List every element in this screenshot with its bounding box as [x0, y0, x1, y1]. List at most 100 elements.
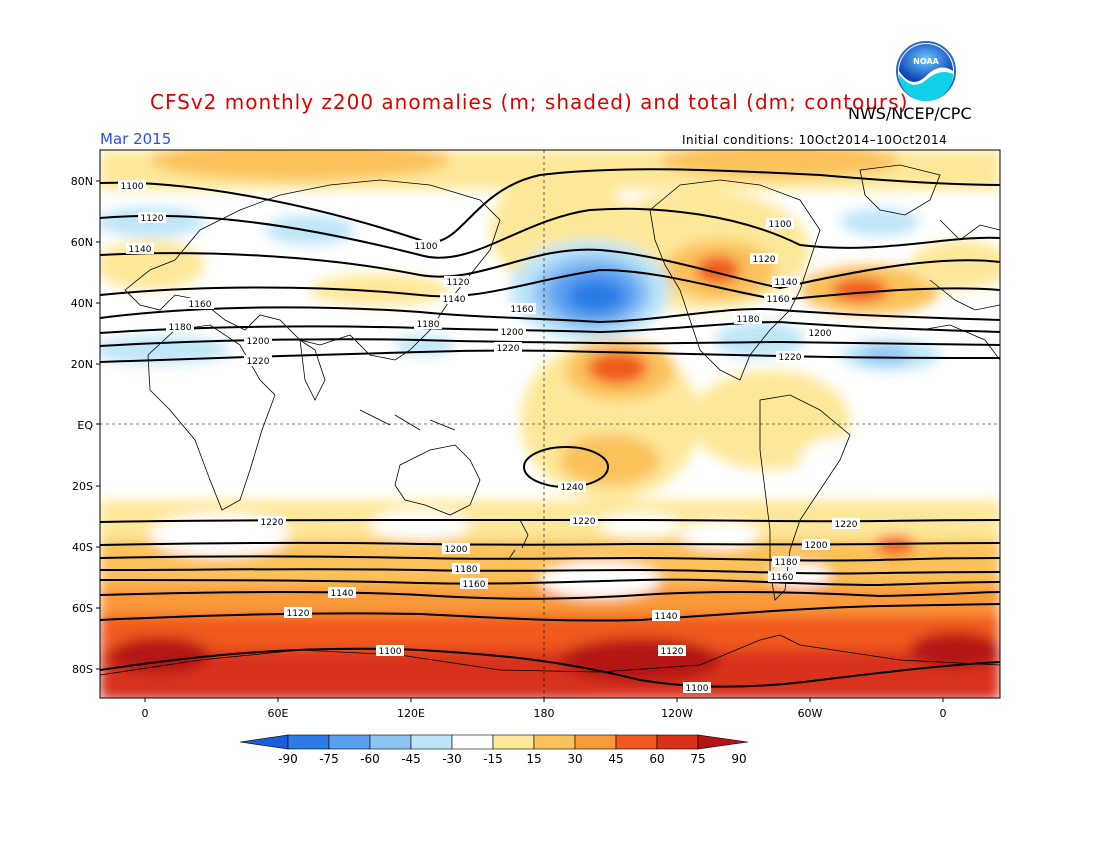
- svg-text:1180: 1180: [417, 320, 440, 330]
- contour-label: 1120: [658, 645, 686, 657]
- colorbar-tick-label: -30: [442, 752, 462, 766]
- svg-text:1200: 1200: [809, 329, 832, 339]
- contour-label: 1220: [244, 355, 272, 367]
- contour-label: 1200: [498, 326, 526, 338]
- colorbar-swatch: [410, 734, 453, 750]
- svg-text:1100: 1100: [769, 220, 792, 230]
- contour-label: 1140: [772, 276, 800, 288]
- svg-text:1200: 1200: [805, 541, 828, 551]
- lat-label: 80S: [72, 663, 93, 676]
- svg-text:1160: 1160: [463, 580, 486, 590]
- forecast-month: Mar 2015: [100, 130, 172, 148]
- contour-label: 1160: [508, 303, 536, 315]
- contour-label: 1160: [768, 571, 796, 583]
- longitude-labels: 0 60E 120E 180 120W 60W 0: [142, 707, 947, 720]
- contour-label: 1100: [683, 682, 711, 694]
- colorbar-tick-label: 75: [690, 752, 705, 766]
- contour-label: 1140: [440, 293, 468, 305]
- lat-label: 20S: [72, 480, 93, 493]
- svg-text:1200: 1200: [501, 328, 524, 338]
- svg-text:1100: 1100: [686, 684, 709, 694]
- contour-label: 1200: [802, 539, 830, 551]
- lat-label: 40N: [71, 297, 93, 310]
- coastlines: [100, 164, 1000, 676]
- contour-label: 1180: [452, 563, 480, 575]
- contour-label: 1100: [118, 180, 146, 192]
- contour-label: 1200: [442, 543, 470, 555]
- svg-text:1140: 1140: [331, 589, 354, 599]
- svg-text:1240: 1240: [561, 483, 584, 493]
- map-gridlines: [100, 150, 1000, 698]
- svg-text:1160: 1160: [189, 300, 212, 310]
- contour-label: 1120: [284, 607, 312, 619]
- colorbar-swatch: [369, 734, 412, 750]
- lat-label: 80N: [71, 175, 93, 188]
- contour-label: 1240: [558, 481, 586, 493]
- colorbar-swatch: [328, 734, 371, 750]
- svg-text:1220: 1220: [779, 353, 802, 363]
- contour-label: 1220: [494, 342, 522, 354]
- contour-label: 1140: [328, 587, 356, 599]
- svg-text:1220: 1220: [261, 518, 284, 528]
- svg-text:1160: 1160: [767, 295, 790, 305]
- svg-text:1140: 1140: [443, 295, 466, 305]
- contour-label: 1180: [414, 318, 442, 330]
- contour-label: 1200: [806, 327, 834, 339]
- contour-label: 1120: [138, 212, 166, 224]
- contour-label: 1220: [776, 351, 804, 363]
- lat-label: 40S: [72, 541, 93, 554]
- colorbar-swatch: [574, 734, 617, 750]
- contour-label: 1220: [570, 515, 598, 527]
- colorbar-tick-label: 15: [526, 752, 541, 766]
- contour-label: 1120: [750, 253, 778, 265]
- svg-text:1220: 1220: [497, 344, 520, 354]
- latitude-labels: 80N 60N 40N 20N EQ 20S 40S 60S 80S: [71, 175, 94, 676]
- logo-text: NOAA: [913, 57, 939, 66]
- contour-label: 1180: [166, 321, 194, 333]
- colorbar: -90 -75 -60 -45 -30 -15 15 30 45 60 75 90: [239, 734, 749, 766]
- lat-label: 60N: [71, 236, 93, 249]
- svg-text:1120: 1120: [661, 647, 684, 657]
- contour-label: 1140: [126, 243, 154, 255]
- contour-labels: 1100 1120 1140 1160 1180 1200 1220 1100 …: [118, 180, 858, 694]
- svg-text:1220: 1220: [247, 357, 270, 367]
- colorbar-swatch: [533, 734, 576, 750]
- lon-label: 60W: [798, 707, 823, 720]
- contour-label: 1100: [412, 240, 440, 252]
- agency-label: NWS/NCEP/CPC: [848, 104, 972, 123]
- map-title: CFSv2 monthly z200 anomalies (m; shaded)…: [150, 90, 909, 114]
- lat-label: 20N: [71, 358, 93, 371]
- svg-text:1100: 1100: [379, 647, 402, 657]
- svg-text:1160: 1160: [511, 305, 534, 315]
- lon-label: 120W: [661, 707, 693, 720]
- svg-text:1120: 1120: [753, 255, 776, 265]
- svg-text:1140: 1140: [655, 612, 678, 622]
- svg-text:1220: 1220: [573, 517, 596, 527]
- colorbar-swatch: [615, 734, 658, 750]
- colorbar-right-arrow: [697, 734, 749, 750]
- svg-text:1180: 1180: [737, 315, 760, 325]
- svg-text:1140: 1140: [775, 278, 798, 288]
- lon-label: 120E: [397, 707, 425, 720]
- longitude-ticks: [144, 698, 944, 702]
- svg-text:1220: 1220: [835, 520, 858, 530]
- colorbar-tick-label: -75: [319, 752, 339, 766]
- svg-text:1120: 1120: [141, 214, 164, 224]
- colorbar-tick-label: -45: [401, 752, 421, 766]
- lat-label: EQ: [77, 419, 93, 432]
- colorbar-tick-label: 60: [649, 752, 664, 766]
- colorbar-swatch: [451, 734, 494, 750]
- svg-text:1200: 1200: [445, 545, 468, 555]
- contour-label: 1140: [652, 610, 680, 622]
- colorbar-tick-label: -60: [360, 752, 380, 766]
- colorbar-swatch: [287, 734, 330, 750]
- lon-label: 180: [534, 707, 555, 720]
- noaa-logo-icon: NOAA: [896, 41, 956, 101]
- colorbar-tick-label: 45: [608, 752, 623, 766]
- anomaly-map: 1100 1120 1140 1160 1180 1200 1220 1100 …: [100, 150, 1000, 698]
- contour-label: 1200: [244, 335, 272, 347]
- colorbar-swatch: [656, 734, 699, 750]
- latitude-ticks: [96, 180, 100, 670]
- colorbar-left-arrow: [239, 734, 289, 750]
